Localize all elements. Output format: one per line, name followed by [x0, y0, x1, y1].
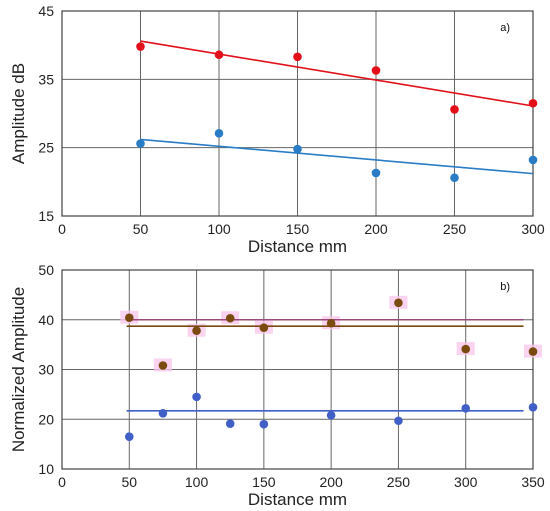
x-tick-label: 150	[286, 221, 310, 237]
data-point-0	[158, 361, 168, 370]
data-point-0	[528, 347, 538, 356]
x-tick-label: 100	[207, 221, 231, 237]
data-point-0	[192, 326, 201, 335]
y-axis-title: Amplitude dB	[9, 63, 28, 164]
plot-frame	[61, 10, 534, 217]
data-point-0	[371, 66, 381, 75]
panel-label: b)	[500, 281, 510, 293]
x-axis-title: Distance mm	[248, 490, 347, 509]
data-point-1	[450, 173, 459, 183]
x-tick-label: 350	[521, 474, 545, 490]
data-point-1	[214, 129, 224, 138]
data-point-1	[461, 404, 471, 413]
data-point-1	[371, 168, 381, 178]
trend-line-0	[140, 40, 534, 107]
chart-panel-a: 0 50 100 150 200 250 300 15 25 35 45 Distance mm Amp…	[9, 3, 545, 256]
data-point-1	[259, 419, 269, 429]
x-tick-label: 300	[454, 474, 478, 490]
data-point-1	[158, 408, 168, 418]
x-tick-label: 200	[364, 221, 388, 237]
y-axis-title: Normalized Amplitude	[9, 287, 28, 452]
x-tick-label: 250	[387, 474, 411, 490]
x-tick-label: 200	[319, 474, 343, 490]
y-tick-label: 50	[38, 262, 54, 278]
data-point-1	[528, 155, 538, 165]
data-point-0	[450, 105, 459, 114]
y-tick-label: 20	[38, 411, 54, 427]
data-point-1	[192, 392, 201, 402]
x-tick-label: 150	[252, 474, 276, 490]
y-tick-label: 40	[38, 312, 54, 328]
data-point-0	[528, 98, 538, 108]
x-tick-label: 50	[121, 474, 137, 490]
y-tick-label: 10	[38, 461, 54, 477]
data-point-0	[225, 313, 235, 323]
plot-frame	[61, 269, 534, 470]
x-tick-label: 300	[521, 221, 545, 237]
x-tick-label: 250	[443, 221, 467, 237]
x-tick-label: 100	[185, 474, 209, 490]
y-tick-label: 45	[38, 3, 54, 19]
x-tick-label: 0	[58, 221, 66, 237]
x-tick-label: 50	[133, 221, 149, 237]
data-point-0	[136, 42, 145, 51]
data-point-0	[259, 323, 269, 333]
y-tick-label: 25	[38, 140, 54, 156]
x-axis-title: Distance mm	[248, 237, 347, 256]
data-point-0	[214, 50, 224, 60]
data-point-1	[528, 403, 538, 412]
data-point-0	[326, 318, 336, 328]
chart-panel-b: 0 50 100 150 200 250 300 350 10 20 30 40 50 Distance …	[9, 262, 545, 509]
data-point-1	[326, 410, 336, 420]
y-tick-label: 15	[38, 208, 54, 224]
data-point-1	[136, 139, 145, 148]
data-point-1	[394, 416, 403, 426]
panel-label: a)	[500, 22, 510, 34]
x-tick-label: 0	[58, 474, 66, 490]
data-point-0	[461, 344, 471, 354]
data-point-0	[293, 52, 302, 62]
data-point-1	[124, 432, 134, 441]
y-tick-label: 35	[38, 71, 54, 87]
data-point-1	[225, 419, 235, 429]
y-tick-label: 30	[38, 362, 54, 378]
trend-line-1	[140, 138, 534, 175]
data-point-1	[293, 144, 302, 154]
data-point-0	[394, 298, 403, 308]
data-point-0	[124, 313, 134, 323]
